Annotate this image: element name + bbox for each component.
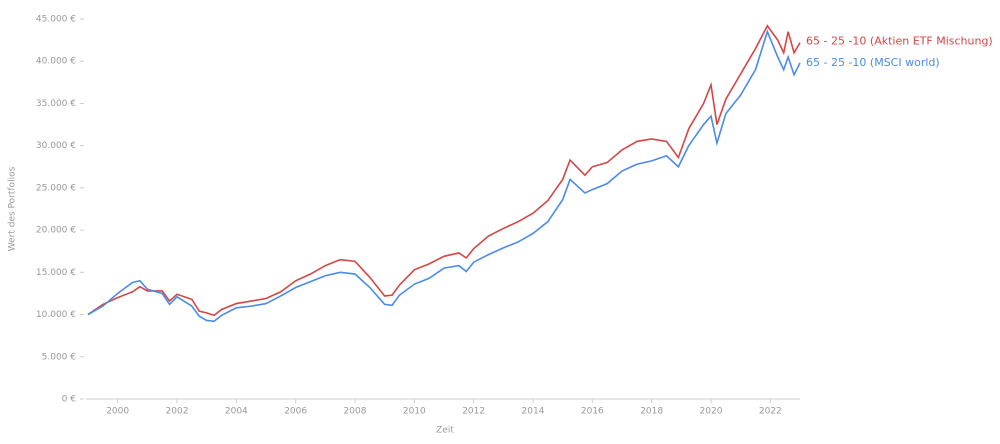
x-tick-label: 2022 [759, 407, 782, 417]
y-tick-label: 30.000 € [36, 141, 76, 151]
y-tick-label: 15.000 € [36, 268, 76, 278]
y-tick-label: 25.000 € [36, 183, 76, 193]
x-tick-label: 2012 [462, 407, 485, 417]
series-line [87, 24, 801, 317]
x-tick-label: 2000 [106, 407, 129, 417]
y-tick-label: 20.000 € [36, 226, 76, 236]
y-tick-label: 0 € [62, 395, 77, 405]
x-tick-label: 2008 [344, 407, 367, 417]
x-tick-label: 2002 [166, 407, 189, 417]
x-axis-label: Zeit [436, 426, 454, 436]
x-tick-label: 2018 [640, 407, 663, 417]
series-line [87, 29, 801, 323]
legend-label: 65 - 25 -10 (Aktien ETF Mischung) [806, 35, 993, 48]
y-tick-label: 40.000 € [36, 57, 76, 67]
y-axis-label: Wert des Portfolios [8, 166, 18, 251]
x-tick-label: 2004 [225, 407, 248, 417]
x-tick-label: 2016 [581, 407, 604, 417]
y-tick-label: 10.000 € [36, 310, 76, 320]
x-tick-label: 2020 [700, 407, 723, 417]
x-tick-label: 2010 [403, 407, 426, 417]
legend-label: 65 - 25 -10 (MSCI world) [806, 56, 940, 69]
x-tick-label: 2006 [284, 407, 307, 417]
y-tick-label: 5.000 € [42, 352, 77, 362]
y-tick-label: 45.000 € [36, 15, 76, 25]
x-tick-label: 2014 [522, 407, 545, 417]
y-tick-label: 35.000 € [36, 99, 76, 109]
